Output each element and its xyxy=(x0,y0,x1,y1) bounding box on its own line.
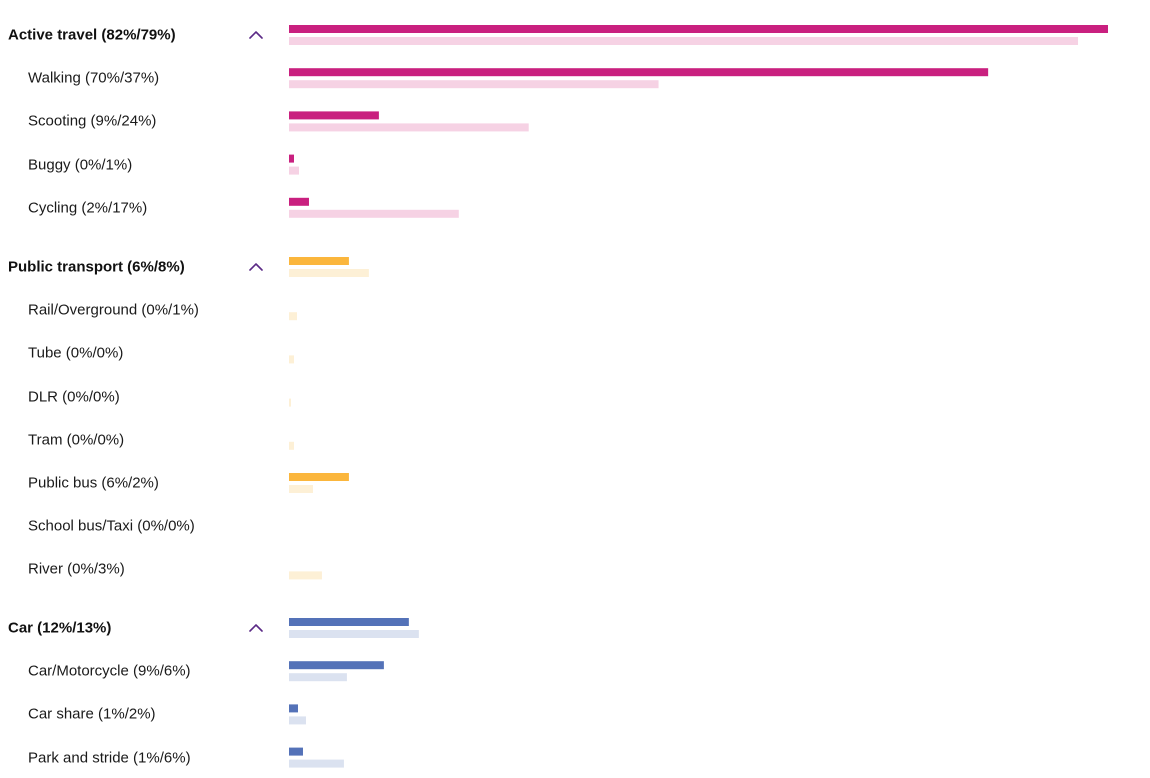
sub-row-label: DLR (0%/0%) xyxy=(28,388,120,406)
sub-row-label: Cycling (2%/17%) xyxy=(28,199,148,217)
collapse-toggle-button[interactable] xyxy=(246,618,266,638)
sub-row-label: Buggy (0%/1%) xyxy=(28,156,133,174)
sub-active-1-bar-primary xyxy=(289,111,379,120)
sub-row-label: Rail/Overground (0%/1%) xyxy=(28,301,199,319)
group-car-bar-secondary xyxy=(289,630,419,638)
group-public-bar-primary xyxy=(289,257,349,265)
sub-row: Car/Motorcycle (9%/6%) xyxy=(0,651,1150,691)
group-public-bar-secondary xyxy=(289,269,369,277)
sub-car-1-bar-secondary xyxy=(289,716,306,725)
sub-row: Walking (70%/37%) xyxy=(0,58,1150,98)
sub-public-1-bar-secondary xyxy=(289,355,294,364)
sub-row: Park and stride (1%/6%) xyxy=(0,738,1150,778)
sub-row: Scooting (9%/24%) xyxy=(0,101,1150,141)
sub-row: Public bus (6%/2%) xyxy=(0,463,1150,503)
chevron-up-icon xyxy=(249,624,263,632)
sub-row: Tube (0%/0%) xyxy=(0,333,1150,373)
sub-row-label: River (0%/3%) xyxy=(28,560,125,578)
sub-row-label: Tram (0%/0%) xyxy=(28,431,125,449)
sub-row: Rail/Overground (0%/1%) xyxy=(0,290,1150,330)
sub-row-label: School bus/Taxi (0%/0%) xyxy=(28,517,195,535)
collapse-toggle-button[interactable] xyxy=(246,25,266,45)
sub-active-1-bar-secondary xyxy=(289,123,529,132)
sub-car-2-bar-primary xyxy=(289,747,303,756)
group-row-car-label: Car (12%/13%) xyxy=(8,619,112,637)
sub-row: School bus/Taxi (0%/0%) xyxy=(0,506,1150,546)
chevron-up-icon xyxy=(249,31,263,39)
sub-row-label: Public bus (6%/2%) xyxy=(28,474,159,492)
sub-active-0-bar-secondary xyxy=(289,80,659,89)
sub-public-2-bar-secondary xyxy=(289,398,291,407)
sub-row: Buggy (0%/1%) xyxy=(0,145,1150,185)
group-car-bar-primary xyxy=(289,618,409,626)
sub-car-2-bar-secondary xyxy=(289,759,344,768)
group-row-public[interactable]: Public transport (6%/8%) xyxy=(0,247,1150,287)
sub-public-6-bar-secondary xyxy=(289,571,322,580)
sub-public-4-bar-secondary xyxy=(289,485,313,493)
group-active-bar-secondary xyxy=(289,37,1079,45)
sub-row: River (0%/3%) xyxy=(0,549,1150,589)
sub-public-4-bar-primary xyxy=(289,473,349,481)
collapse-toggle-button[interactable] xyxy=(246,257,266,277)
sub-active-2-bar-primary xyxy=(289,154,294,163)
sub-row-label: Car share (1%/2%) xyxy=(28,705,156,723)
sub-car-1-bar-primary xyxy=(289,704,298,713)
sub-active-3-bar-secondary xyxy=(289,209,459,218)
sub-row-label: Walking (70%/37%) xyxy=(28,69,160,87)
sub-row: Car share (1%/2%) xyxy=(0,694,1150,734)
group-active-bar-primary xyxy=(289,25,1108,33)
sub-public-0-bar-secondary xyxy=(289,312,297,321)
sub-car-0-bar-secondary xyxy=(289,673,347,682)
sub-row: Tram (0%/0%) xyxy=(0,420,1150,460)
sub-row-label: Park and stride (1%/6%) xyxy=(28,749,191,767)
sub-row-label: Tube (0%/0%) xyxy=(28,344,124,362)
sub-public-3-bar-secondary xyxy=(289,441,294,450)
sub-row-label: Car/Motorcycle (9%/6%) xyxy=(28,662,191,680)
group-row-car[interactable]: Car (12%/13%) xyxy=(0,608,1150,648)
sub-active-2-bar-secondary xyxy=(289,166,299,175)
group-row-active-label: Active travel (82%/79%) xyxy=(8,26,176,44)
sub-row-label: Scooting (9%/24%) xyxy=(28,112,157,130)
sub-row: DLR (0%/0%) xyxy=(0,377,1150,417)
sub-active-3-bar-primary xyxy=(289,197,309,206)
group-row-active[interactable]: Active travel (82%/79%) xyxy=(0,15,1150,55)
sub-car-0-bar-primary xyxy=(289,661,384,670)
group-row-public-label: Public transport (6%/8%) xyxy=(8,258,185,276)
sub-row: Cycling (2%/17%) xyxy=(0,188,1150,228)
chevron-up-icon xyxy=(249,263,263,271)
sub-active-0-bar-primary xyxy=(289,68,989,77)
